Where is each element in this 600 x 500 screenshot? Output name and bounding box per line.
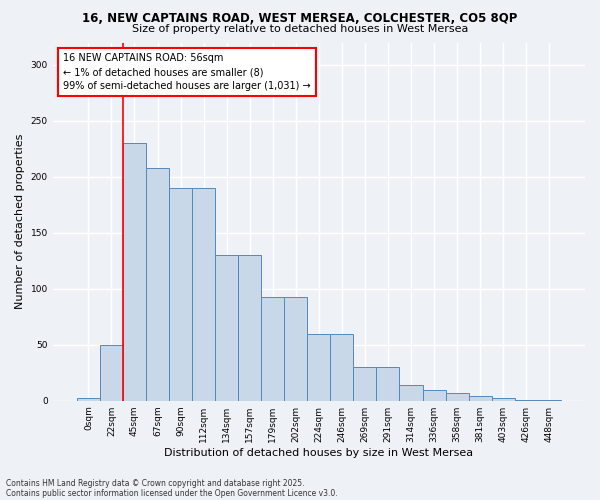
Bar — [284, 296, 307, 401]
Text: Contains HM Land Registry data © Crown copyright and database right 2025.: Contains HM Land Registry data © Crown c… — [6, 478, 305, 488]
Text: Contains public sector information licensed under the Open Government Licence v3: Contains public sector information licen… — [6, 488, 338, 498]
Text: 16, NEW CAPTAINS ROAD, WEST MERSEA, COLCHESTER, CO5 8QP: 16, NEW CAPTAINS ROAD, WEST MERSEA, COLC… — [82, 12, 518, 26]
Bar — [123, 143, 146, 401]
Bar — [192, 188, 215, 400]
Y-axis label: Number of detached properties: Number of detached properties — [15, 134, 25, 310]
Bar — [307, 334, 331, 400]
Bar — [491, 398, 515, 400]
X-axis label: Distribution of detached houses by size in West Mersea: Distribution of detached houses by size … — [164, 448, 473, 458]
Bar — [169, 188, 192, 400]
Bar — [376, 367, 400, 400]
Bar — [469, 396, 491, 400]
Text: Size of property relative to detached houses in West Mersea: Size of property relative to detached ho… — [132, 24, 468, 34]
Bar — [353, 367, 376, 400]
Text: 16 NEW CAPTAINS ROAD: 56sqm
← 1% of detached houses are smaller (8)
99% of semi-: 16 NEW CAPTAINS ROAD: 56sqm ← 1% of deta… — [64, 53, 311, 91]
Bar — [77, 398, 100, 400]
Bar — [422, 390, 446, 400]
Bar — [146, 168, 169, 400]
Bar — [215, 255, 238, 400]
Bar — [261, 296, 284, 401]
Bar — [446, 393, 469, 400]
Bar — [331, 334, 353, 400]
Bar — [100, 344, 123, 401]
Bar — [238, 255, 261, 400]
Bar — [400, 385, 422, 400]
